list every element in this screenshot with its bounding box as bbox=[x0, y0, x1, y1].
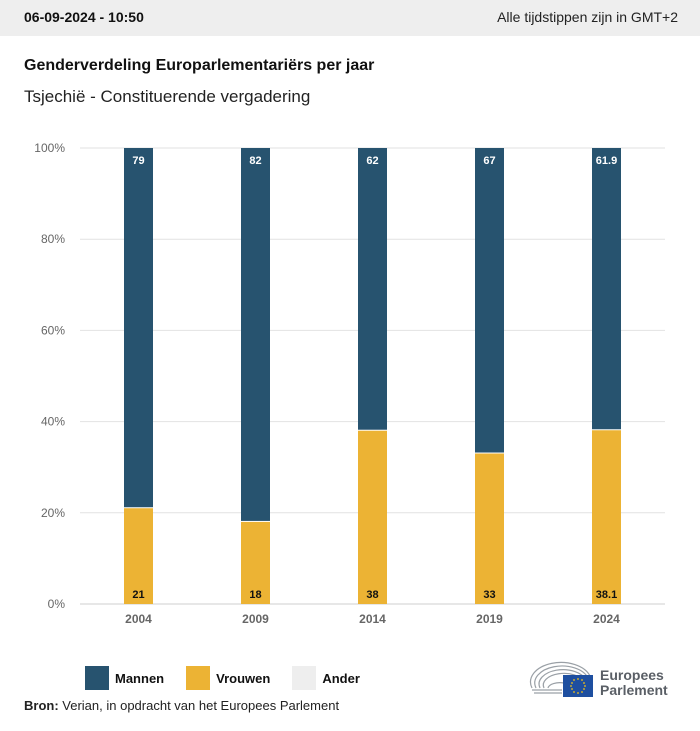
data-label-vrouwen: 18 bbox=[249, 589, 261, 601]
eu-flag-icon bbox=[563, 675, 593, 697]
x-tick-label: 2014 bbox=[359, 612, 386, 626]
legend-label: Vrouwen bbox=[216, 670, 271, 686]
bar-vrouwen bbox=[592, 430, 621, 604]
data-label-vrouwen: 38.1 bbox=[596, 589, 617, 601]
x-tick-label: 2019 bbox=[476, 612, 503, 626]
stacked-bar-chart: 0% 20% 40% 60% 80% 100% 79 21 2004 82 18 2009 62 38 20… bbox=[34, 141, 665, 626]
legend-swatch-ander bbox=[292, 666, 317, 690]
bar-mannen bbox=[592, 148, 621, 430]
data-label-vrouwen: 21 bbox=[132, 589, 144, 601]
bar-vrouwen bbox=[358, 430, 387, 604]
legend-swatch-mannen bbox=[85, 666, 109, 690]
y-tick-label: 40% bbox=[41, 415, 65, 429]
source-text: Verian, in opdracht van het Europees Par… bbox=[58, 698, 340, 713]
european-parliament-logo: Europees Parlement bbox=[528, 660, 688, 700]
x-tick-label: 2024 bbox=[593, 612, 620, 626]
y-tick-label: 20% bbox=[41, 506, 65, 520]
logo-text: Europees Parlement bbox=[600, 667, 668, 698]
data-label-mannen: 61.9 bbox=[596, 155, 617, 167]
bar-mannen bbox=[241, 148, 270, 521]
legend-item-ander[interactable]: Ander bbox=[292, 666, 360, 690]
legend-swatch-vrouwen bbox=[186, 666, 211, 690]
top-bar: 06-09-2024 - 10:50 Alle tijdstippen zijn… bbox=[0, 0, 700, 36]
source-label: Bron: bbox=[24, 698, 59, 713]
y-tick-label: 0% bbox=[48, 597, 66, 611]
y-tick-label: 80% bbox=[41, 232, 65, 246]
bar-mannen bbox=[358, 148, 387, 430]
bar-mannen bbox=[475, 148, 504, 453]
bar-mannen bbox=[124, 148, 153, 508]
y-tick-label: 60% bbox=[41, 323, 65, 337]
x-tick-label: 2004 bbox=[125, 612, 152, 626]
x-tick-label: 2009 bbox=[242, 612, 269, 626]
legend-label: Mannen bbox=[115, 670, 165, 686]
data-label-mannen: 62 bbox=[366, 155, 378, 167]
chart-title: Genderverdeling Europarlementariërs per … bbox=[24, 57, 375, 74]
legend: Mannen Vrouwen Ander bbox=[85, 666, 382, 690]
chart-subtitle: Tsjechië - Constituerende vergadering bbox=[24, 87, 311, 106]
bar-vrouwen bbox=[241, 521, 270, 604]
data-label-mannen: 79 bbox=[132, 155, 144, 167]
legend-label: Ander bbox=[322, 670, 360, 686]
legend-item-mannen[interactable]: Mannen bbox=[85, 666, 164, 690]
y-tick-label: 100% bbox=[34, 141, 65, 155]
bar-vrouwen bbox=[124, 508, 153, 604]
legend-item-vrouwen[interactable]: Vrouwen bbox=[186, 666, 270, 690]
datetime: 06-09-2024 - 10:50 bbox=[24, 9, 144, 25]
source-note: Bron: Verian, in opdracht van het Europe… bbox=[24, 698, 339, 713]
data-label-mannen: 67 bbox=[483, 155, 495, 167]
data-label-vrouwen: 38 bbox=[366, 589, 378, 601]
data-label-vrouwen: 33 bbox=[483, 589, 495, 601]
bar-vrouwen bbox=[475, 453, 504, 604]
data-label-mannen: 82 bbox=[249, 155, 261, 167]
timezone-note: Alle tijdstippen zijn in GMT+2 bbox=[497, 9, 678, 25]
parliament-hemicycle-icon bbox=[529, 661, 593, 697]
